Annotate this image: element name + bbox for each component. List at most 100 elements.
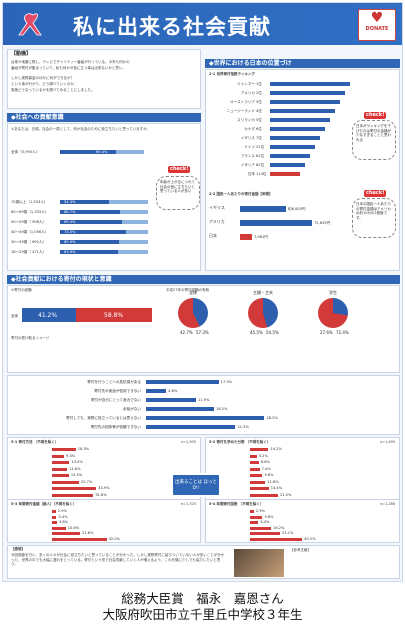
- pie-label: 全体: [189, 290, 197, 295]
- age-bar: [60, 210, 121, 214]
- quadrant-value: 14.4%: [270, 486, 283, 490]
- pie-value: 72.4%: [336, 330, 349, 335]
- age-label: 50～59歳（ 908人）: [11, 220, 47, 224]
- school-caption: 大阪府吹田市立千里丘中学校３年生: [102, 607, 303, 622]
- country-label: 日本: [247, 172, 255, 176]
- quadrant-bar: [52, 448, 76, 451]
- overall-label: 全体: [11, 314, 19, 318]
- quadrant-value: 6.4%: [260, 520, 270, 524]
- quadrant-value: 2.9%: [255, 509, 265, 513]
- award-caption: 総務大臣賞 福永 嘉恩さん: [121, 591, 284, 606]
- reason-bar: [146, 398, 196, 402]
- quadrant-bar: [52, 532, 81, 535]
- awareness-panel: ①あなたは、日頃、社会の一員として、何か社会のために役立ちたいと思っていますか。…: [7, 123, 201, 271]
- check-badge: check!: [364, 190, 387, 197]
- quadrant-bar: [250, 487, 269, 490]
- reason-panel: 寄付を行うことへの抵抗感がある 17.3% 寄付先の使途が信用できない 4.8% 寄付が…: [7, 375, 400, 435]
- reason-value: 28.2%: [266, 416, 278, 420]
- pie-label: 主婦・主夫: [253, 290, 273, 295]
- motive-line: 実施どうなっているかを調べてみることにしました。: [11, 88, 95, 92]
- total-bar: [60, 150, 116, 154]
- reason-bar: [146, 389, 167, 393]
- rank-label: 114位: [256, 172, 267, 176]
- quadrant-value: 3.4%: [58, 514, 68, 519]
- quadrant-value: 42.0%: [108, 536, 121, 541]
- quadrant-value: 11.6%: [69, 466, 81, 471]
- reason-value: 11.9%: [197, 398, 210, 402]
- poster: 私に出来る社会貢献 ♥ DONATE 【動機】 台風や地震に際し、テレビでチャリテ…: [2, 2, 403, 582]
- section-heading: ◆社会への貢献意識: [7, 113, 201, 122]
- reason-label: 寄付が自分にとって身近でない: [90, 398, 141, 402]
- gift-bar: [240, 206, 286, 212]
- reason-label: 寄付を行うことへの抵抗感がある: [87, 380, 141, 384]
- rank-label: 3位: [256, 100, 262, 104]
- age-label: 60～69歳（1,333人）: [11, 210, 49, 214]
- age-value: 69.4%: [64, 220, 76, 224]
- quadrant-bar: [52, 515, 57, 519]
- reason-label: 余裕がない: [123, 407, 141, 411]
- quadrant-value: 9.6%: [264, 514, 274, 519]
- overall-right-value: 58.8%: [104, 312, 124, 319]
- motive-line: しかし実際募金のほかに何ができるか？: [11, 76, 74, 80]
- question-text: ①あなたは、日頃、社会の一員として、何か社会のために役立ちたいと思っていますか。: [11, 127, 151, 131]
- quadrant-value: 9.3%: [66, 453, 76, 458]
- gift-country: イギリス: [209, 205, 225, 210]
- reason-bar: [146, 416, 265, 420]
- check-note: 日本の国民一人あたりの寄付金額はアメリカの約10分の1程度です。: [352, 198, 396, 238]
- quadrant-bar: [52, 454, 65, 458]
- age-value: 63.9%: [64, 250, 76, 254]
- ranking-title: 2-1 世界寄付指数ランキング: [209, 72, 255, 76]
- quadrant-value: 23.1%: [282, 531, 294, 535]
- gift-amount: 7,981円: [254, 235, 268, 239]
- rank-bar: [270, 118, 330, 122]
- quadrant-panel: 5-4 年間寄付回数 （不明を除く） n=1,286 2.9% 9.6% 6.4% 1…: [205, 499, 400, 543]
- section-heading: ◆社会貢献における寄付の現状と意識: [7, 275, 400, 284]
- rank-label: 21位: [256, 145, 265, 149]
- quadrant-bar: [250, 532, 281, 535]
- rank-bar: [270, 145, 315, 149]
- quadrant-title: 5-1 寄付方法 （不明を除く）: [11, 440, 59, 444]
- conclusion-text: 今回調査を行い、多くの人々が社会に役立ちたいと思っていることが分かった。しかし実…: [11, 553, 225, 566]
- quadrant-value: 33.9%: [98, 486, 110, 490]
- quadrant-value: 9.6%: [264, 473, 274, 477]
- rank-label: 2位: [256, 91, 262, 95]
- quadrant-value: 6.8%: [260, 460, 270, 464]
- rank-bar: [270, 154, 310, 158]
- check-badge: check!: [168, 166, 191, 173]
- age-value: 66.7%: [64, 210, 76, 214]
- quadrant-value: 40.2%: [304, 536, 316, 541]
- age-label: 18～29歳（ 471人）: [11, 250, 47, 254]
- quadrant-bar: [250, 461, 259, 464]
- reason-value: 16.2%: [216, 407, 228, 411]
- question-text: 寄付の受け取るイメージ: [11, 336, 50, 340]
- motive-line: 番組が寄付が集まっていて、私も何かの役に立つ事は出来ないかと思い、: [11, 66, 126, 70]
- total-value: 65.4%: [96, 150, 108, 154]
- quadrant-bar: [250, 510, 254, 513]
- quadrant-bar: [250, 454, 257, 458]
- age-bar: [60, 200, 109, 204]
- page-title: 私に出来る社会貢献: [73, 15, 271, 39]
- quadrant-bar: [250, 537, 303, 541]
- quadrant-bar: [250, 521, 259, 524]
- reason-bar: [146, 425, 236, 429]
- rank-bar: [270, 100, 340, 104]
- gift-amount: 約8,000円: [288, 207, 306, 211]
- question-text: ②寄付の経験: [11, 288, 32, 292]
- pie-label: 学生: [329, 290, 337, 295]
- quadrant-bar: [52, 493, 94, 497]
- motive-heading: 【動機】: [11, 51, 32, 57]
- reason-value: 17.3%: [220, 380, 233, 384]
- age-label: 30～39歳（ 692人）: [11, 240, 47, 244]
- quadrant-value: 7.4%: [261, 466, 271, 471]
- ranking-panel: 2-1 世界寄付指数ランキング ミャンマー 1位 アメリカ 2位 オーストラリア 3位 ニュ…: [205, 69, 400, 271]
- country-label: フランス: [240, 154, 255, 158]
- rank-bar: [270, 82, 350, 86]
- rank-label: 1位: [256, 82, 262, 86]
- reason-value: 21.3%: [237, 425, 249, 429]
- donate-label: DONATE: [365, 26, 389, 32]
- overall-bar-right: [76, 308, 152, 322]
- country-label: イタリア: [240, 163, 255, 167]
- country-label: イギリス: [240, 136, 255, 140]
- quadrant-bar: [52, 467, 68, 471]
- reason-label: 寄付先の使途が信用できない: [94, 389, 141, 393]
